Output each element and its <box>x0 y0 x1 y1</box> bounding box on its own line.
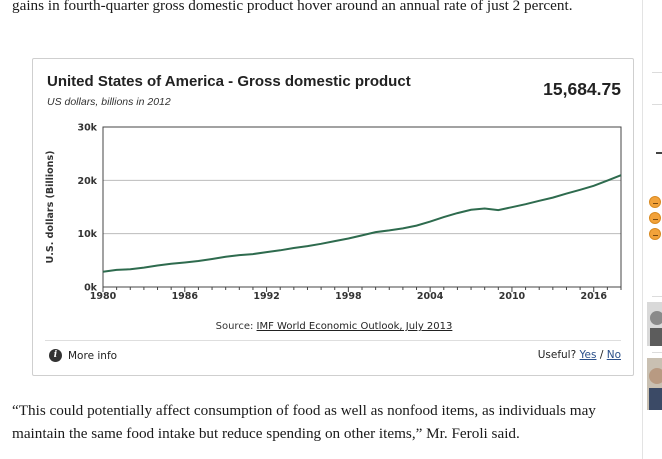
sidebar-rule <box>652 352 662 353</box>
more-info-label: More info <box>68 349 118 362</box>
y-tick-label: 0k <box>84 283 98 294</box>
chart-gridlines <box>103 179 621 235</box>
useful-yes-link[interactable]: Yes <box>579 349 597 361</box>
gdp-series-line <box>102 174 622 273</box>
more-info-button[interactable]: i More info <box>49 349 117 362</box>
x-tick-label: 1986 <box>172 291 199 302</box>
y-tick-label: 20k <box>77 176 97 187</box>
sidebar-fragment <box>656 152 662 154</box>
y-tick-label: 10k <box>77 229 97 240</box>
sidebar-rule <box>652 72 662 73</box>
rating-face-icon[interactable] <box>649 196 661 208</box>
widget-title: United States of America - Gross domesti… <box>47 73 411 90</box>
widget-subtitle: US dollars, billions in 2012 <box>47 96 171 108</box>
x-tick-label: 1992 <box>253 291 279 302</box>
x-tick-label: 1998 <box>335 291 362 302</box>
sidebar-rule <box>652 104 662 105</box>
rating-face-icon[interactable] <box>649 228 661 240</box>
x-tick-label: 2010 <box>499 291 526 302</box>
source-line: Source: IMF World Economic Outlook, July… <box>33 321 635 332</box>
source-link[interactable]: IMF World Economic Outlook, July 2013 <box>256 321 453 332</box>
info-icon: i <box>49 349 62 362</box>
useful-feedback: Useful? Yes / No <box>538 349 621 361</box>
rating-face-icon[interactable] <box>649 212 661 224</box>
x-tick-label: 2004 <box>417 291 444 302</box>
source-prefix: Source: <box>215 321 254 332</box>
gdp-line-chart: 0k 10k 20k 30k 1980 1986 1992 1998 2004 2010 2016… <box>45 123 622 302</box>
current-gdp-value: 15,684.75 <box>543 79 621 99</box>
gdp-chart-widget: United States of America - Gross domesti… <box>32 58 634 376</box>
useful-separator: / <box>599 349 604 361</box>
author-thumbnail[interactable] <box>647 302 662 346</box>
useful-no-link[interactable]: No <box>606 349 621 361</box>
article-paragraph-bottom: “This could potentially affect consumpti… <box>12 402 596 442</box>
useful-label: Useful? <box>537 349 577 361</box>
plot-frame <box>102 126 622 288</box>
y-tick-label: 30k <box>77 123 97 134</box>
y-axis-ticks: 0k 10k 20k 30k <box>77 123 97 294</box>
sidebar-rule <box>652 296 662 297</box>
article-paragraph-top: gains in fourth-quarter gross domestic p… <box>12 0 573 14</box>
sidebar-divider <box>642 0 643 459</box>
x-tick-label: 2016 <box>581 291 608 302</box>
y-axis-title: U.S. dollars (Billions) <box>45 151 56 264</box>
x-axis-ticks: 1980 1986 1992 1998 2004 2010 2016 <box>90 287 622 302</box>
author-thumbnail[interactable] <box>647 358 662 410</box>
widget-footer-divider <box>45 340 621 341</box>
x-tick-label: 1980 <box>90 291 117 302</box>
